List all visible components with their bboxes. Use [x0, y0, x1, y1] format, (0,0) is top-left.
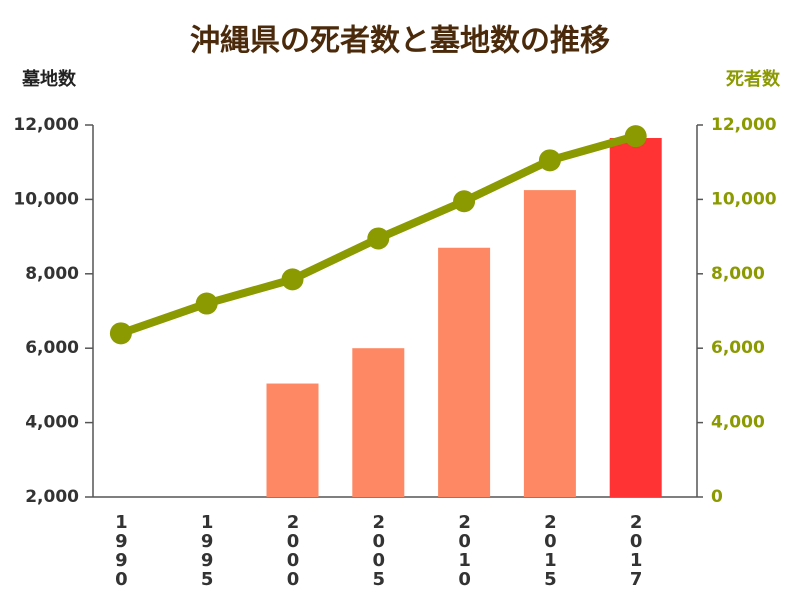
- bar: [609, 138, 662, 497]
- x-tick-label: 1995: [197, 512, 218, 588]
- point: [453, 190, 476, 213]
- x-tick-label: 2017: [626, 512, 647, 588]
- y2-tick-label: 0: [711, 487, 723, 507]
- y-tick-label: 8,000: [25, 264, 79, 284]
- y-tick-label: 10,000: [13, 189, 79, 209]
- y-axis-label: 墓地数: [21, 68, 77, 90]
- point: [538, 149, 561, 172]
- x-tick-label: 2005: [368, 512, 389, 588]
- bar: [266, 383, 319, 497]
- x-tick-label: 2000: [283, 512, 304, 588]
- y2-tick-label: 8,000: [711, 264, 765, 284]
- point: [624, 125, 647, 148]
- y2-tick-label: 10,000: [711, 189, 777, 209]
- point: [109, 322, 132, 345]
- y-tick-label: 6,000: [25, 338, 79, 358]
- point: [195, 292, 218, 315]
- y2-tick-label: 12,000: [711, 115, 777, 135]
- point: [367, 227, 390, 250]
- y-tick-label: 12,000: [13, 115, 79, 135]
- bar: [438, 247, 491, 497]
- chart-title: 沖縄県の死者数と墓地数の推移: [190, 24, 610, 59]
- y2-tick-label: 4,000: [711, 413, 765, 433]
- x-tick-label: 2015: [540, 512, 561, 588]
- x-tick-label: 2010: [454, 512, 475, 588]
- bar: [523, 190, 576, 497]
- y2-tick-label: 6,000: [711, 338, 765, 358]
- x-tick-label: 1990: [111, 512, 132, 588]
- y-tick-label: 2,000: [25, 487, 79, 507]
- y-tick-label: 4,000: [25, 413, 79, 433]
- y2-axis-label: 死者数: [726, 68, 781, 90]
- bar: [352, 348, 405, 497]
- point: [281, 268, 304, 291]
